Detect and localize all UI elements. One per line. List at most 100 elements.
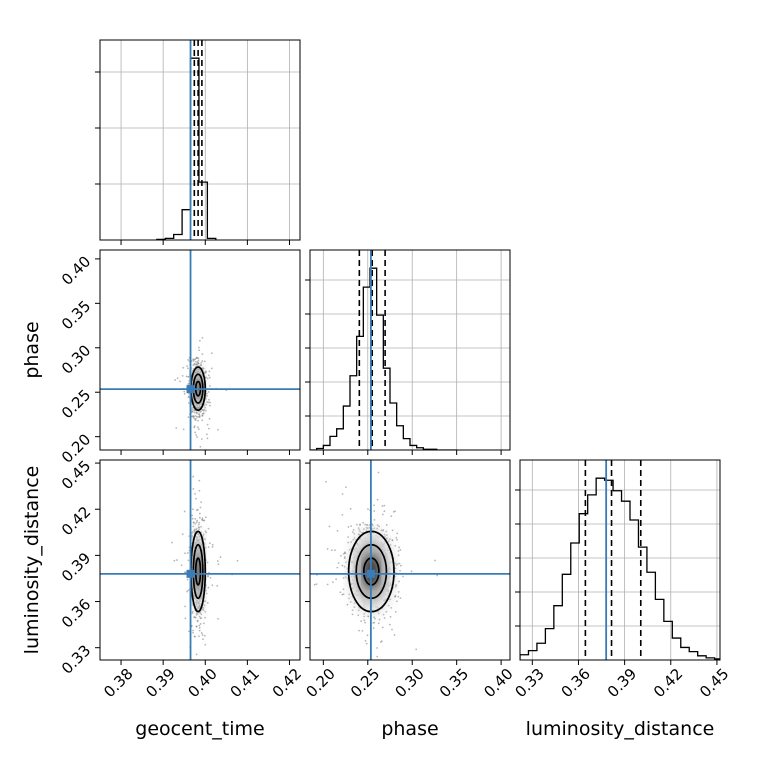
scatter-point	[367, 615, 370, 618]
scatter-point	[198, 516, 201, 519]
gridlines	[520, 460, 720, 660]
scatter-point	[372, 627, 375, 630]
scatter-point	[398, 546, 401, 549]
scatter-point	[339, 662, 341, 664]
scatter-point	[204, 516, 207, 519]
scatter-point	[196, 361, 199, 363]
scatter-point	[201, 517, 204, 520]
scatter-point	[391, 628, 393, 631]
scatter-point	[357, 609, 360, 612]
scatter-point	[191, 508, 194, 511]
scatter-point	[216, 560, 219, 562]
scatter-point	[373, 527, 376, 530]
scatter-point	[210, 367, 213, 370]
scatter-point	[200, 613, 203, 616]
scatter-point	[379, 641, 382, 643]
x-tick-label: 0.42	[650, 665, 686, 701]
scatter-point	[201, 419, 204, 422]
scatter-point	[209, 404, 211, 407]
scatter-point	[211, 584, 214, 587]
axis-ticks	[95, 258, 290, 455]
tick-labels: 0.38 0.39 0.40 0.41 0.420.20 0.25 0.30 0.35 0.40…	[58, 253, 732, 702]
density-marks	[100, 460, 300, 660]
scatter-point	[377, 612, 380, 615]
scatter-point	[352, 538, 355, 541]
scatter-point	[196, 508, 199, 511]
scatter-point	[376, 498, 379, 501]
y-tick-label: 0.42	[58, 503, 94, 539]
scatter-point	[188, 630, 190, 633]
scatter-point	[201, 412, 204, 415]
x-tick-label: 0.38	[100, 665, 136, 701]
scatter-point	[363, 612, 366, 615]
scatter-point	[211, 546, 214, 548]
x-axis-label-geocent-time: geocent_time	[135, 718, 264, 740]
scatter-point	[347, 541, 350, 544]
scatter-point	[397, 550, 400, 552]
scatter-point	[198, 512, 201, 515]
scatter-point	[198, 339, 201, 342]
scatter-point	[195, 653, 198, 656]
scatter-point	[336, 529, 339, 532]
scatter-point	[203, 360, 206, 363]
scatter-point	[399, 569, 401, 572]
scatter-point	[387, 540, 390, 543]
scatter-point	[399, 564, 402, 567]
scatter-point	[381, 505, 384, 508]
scatter-point	[208, 385, 211, 387]
y-tick-label: 0.39	[58, 549, 94, 585]
scatter-point	[208, 542, 211, 545]
scatter-point	[191, 517, 194, 520]
scatter-point	[207, 527, 210, 530]
scatter-point	[192, 631, 194, 634]
scatter-point	[191, 410, 194, 413]
scatter-point	[175, 427, 178, 429]
x-tick-label: 0.25	[347, 665, 383, 701]
scatter-point	[187, 383, 190, 386]
scatter-point	[184, 617, 187, 620]
scatter-point	[351, 609, 354, 612]
scatter-point	[194, 414, 197, 417]
scatter-point	[330, 549, 333, 551]
scatter-point	[344, 576, 347, 578]
scatter-point	[200, 410, 202, 413]
scatter-point	[198, 629, 201, 632]
scatter-point	[372, 622, 375, 624]
scatter-point	[204, 371, 206, 374]
scatter-point	[198, 416, 201, 418]
scatter-point	[361, 629, 364, 632]
scatter-point	[206, 437, 209, 440]
scatter-point	[176, 377, 179, 380]
scatter-point	[196, 364, 199, 367]
panel-frame	[309, 249, 511, 451]
panel-frame	[99, 249, 301, 451]
y-axis-label-luminosity-distance: luminosity_distance	[21, 466, 43, 655]
scatter-point	[194, 493, 196, 495]
scatter-point	[406, 706, 408, 708]
x-tick-label: 0.33	[512, 665, 548, 701]
scatter-point	[347, 526, 350, 528]
scatter-point	[326, 548, 329, 550]
scatter-point	[187, 367, 189, 370]
scatter-point	[258, 562, 260, 564]
scatter-point	[207, 546, 210, 548]
scatter-point	[191, 610, 194, 613]
axis-ticks	[305, 279, 502, 455]
scatter-point	[341, 513, 344, 516]
scatter-point	[398, 562, 401, 565]
scatter-point	[415, 648, 418, 651]
scatter-point	[365, 642, 368, 645]
scatter-point	[195, 521, 198, 524]
scatter-point	[197, 416, 200, 418]
scatter-point	[348, 549, 351, 551]
scatter-point	[205, 397, 207, 400]
scatter-point	[342, 577, 345, 579]
scatter-point	[207, 401, 210, 404]
scatter-point	[345, 561, 348, 564]
scatter-point	[202, 638, 204, 641]
scatter-point	[187, 396, 190, 399]
scatter-point	[193, 417, 196, 420]
scatter-point	[385, 610, 388, 613]
scatter-point	[188, 392, 190, 395]
x-tick-label: 0.30	[391, 665, 427, 701]
